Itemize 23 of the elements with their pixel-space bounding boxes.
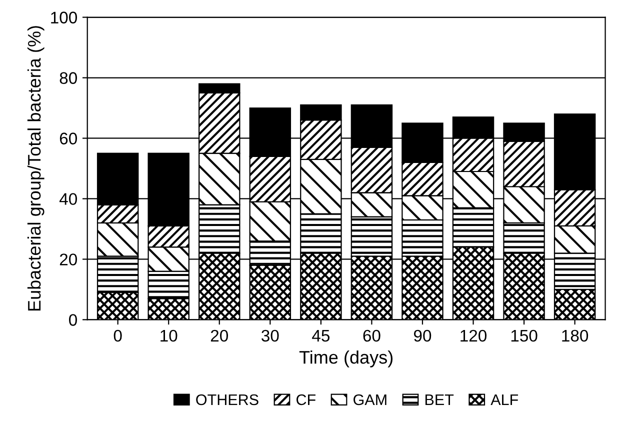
x-tick-label: 10 — [160, 330, 178, 342]
y-tick-label: 80 — [60, 72, 77, 84]
x-tick-label: 45 — [312, 330, 330, 342]
y-tick-label: 20 — [60, 254, 77, 266]
x-tick-label: 20 — [210, 330, 228, 342]
legend-label: OTHERS — [196, 394, 258, 406]
legend-label: BET — [425, 394, 454, 405]
x-tick-label: 0 — [114, 330, 122, 342]
x-tick-label: 180 — [562, 330, 588, 342]
x-tick-label: 60 — [363, 330, 380, 342]
y-tick-label: 40 — [59, 193, 77, 205]
legend-label: CF — [296, 394, 316, 406]
x-tick-label: 150 — [511, 330, 538, 342]
y-tick-label: 0 — [69, 314, 77, 326]
x-tick-label: 120 — [460, 330, 487, 342]
y-axis-title: Eubacterial group/Total bacteria (%) — [27, 26, 44, 310]
legend-label: ALF — [490, 394, 518, 405]
y-tick-label: 100 — [51, 12, 77, 24]
y-tick-label: 60 — [60, 132, 77, 144]
legend-label: GAM — [354, 394, 386, 406]
x-tick-label: 90 — [414, 330, 432, 342]
x-tick-label: 30 — [262, 330, 279, 342]
x-axis-title: Time (days) — [299, 350, 393, 368]
